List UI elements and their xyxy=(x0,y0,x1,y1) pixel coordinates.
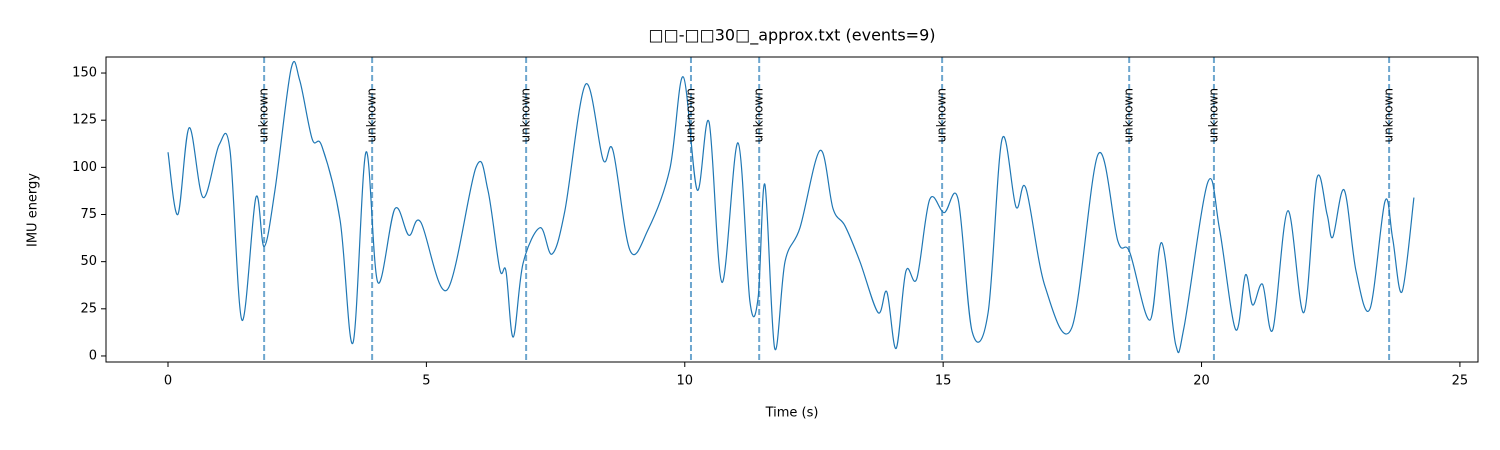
event-label: unknown xyxy=(1382,88,1396,143)
y-tick-label: 150 xyxy=(72,66,97,81)
y-tick-label: 25 xyxy=(80,301,97,316)
x-tick-label: 0 xyxy=(164,374,172,389)
data-line xyxy=(167,61,1415,354)
y-tick-label: 100 xyxy=(72,160,97,175)
y-axis-label: IMU energy xyxy=(26,173,41,247)
y-tick-label: 0 xyxy=(89,348,97,363)
event-label: unknown xyxy=(752,88,766,143)
event-label: unknown xyxy=(1206,88,1220,143)
event-label: unknown xyxy=(519,88,533,143)
x-tick-label: 10 xyxy=(676,374,693,389)
y-tick-label: 125 xyxy=(72,113,97,128)
y-tick-label: 50 xyxy=(80,254,97,269)
x-tick-label: 20 xyxy=(1193,374,1210,389)
event-label: unknown xyxy=(365,88,379,143)
y-tick-label: 75 xyxy=(80,207,97,222)
event-label: unknown xyxy=(935,88,949,143)
x-tick-label: 25 xyxy=(1452,374,1469,389)
chart-title: □□-□□30□_approx.txt (events=9) xyxy=(649,26,936,46)
x-tick-label: 15 xyxy=(935,374,952,389)
event-label: unknown xyxy=(683,88,697,143)
plot-frame xyxy=(105,56,1479,363)
event-label: unknown xyxy=(1122,88,1136,143)
x-axis-label: Time (s) xyxy=(765,406,819,421)
event-label: unknown xyxy=(257,88,271,143)
x-tick-label: 5 xyxy=(422,374,430,389)
